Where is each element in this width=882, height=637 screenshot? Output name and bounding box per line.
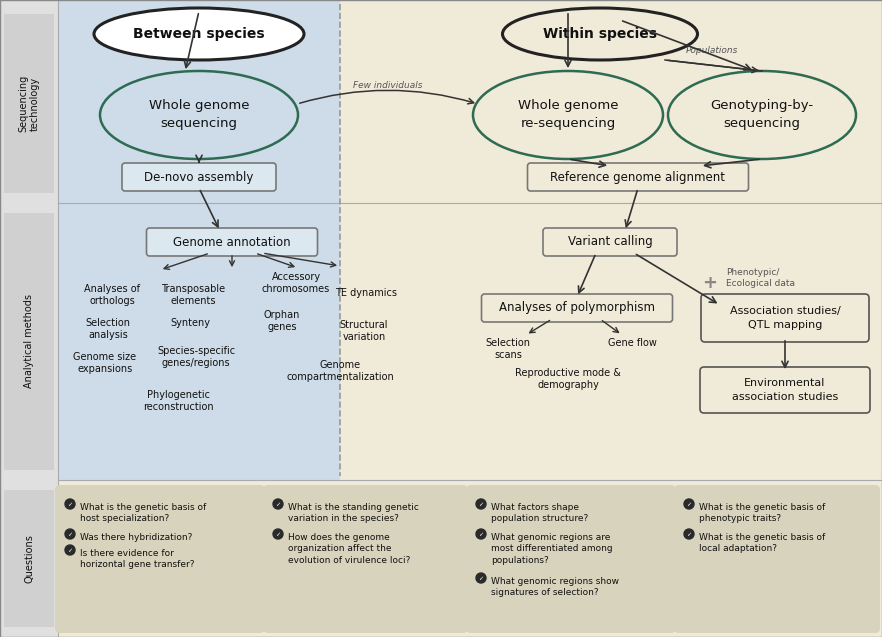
Text: Genome size
expansions: Genome size expansions [73,352,137,373]
Text: Was there hybridization?: Was there hybridization? [80,533,192,542]
Text: What is the standing genetic
variation in the species?: What is the standing genetic variation i… [288,503,419,524]
Ellipse shape [94,8,304,60]
Circle shape [65,499,75,509]
Text: Whole genome
sequencing: Whole genome sequencing [149,99,250,131]
Bar [4,14,54,193]
Circle shape [476,529,486,539]
FancyBboxPatch shape [122,163,276,191]
FancyBboxPatch shape [543,228,677,256]
FancyBboxPatch shape [700,367,870,413]
Text: Phylogenetic
reconstruction: Phylogenetic reconstruction [143,390,213,412]
Bar [58,0,340,480]
Text: How does the genome
organization affect the
evolution of virulence loci?: How does the genome organization affect … [288,533,410,565]
Bar [58,480,882,637]
Circle shape [65,545,75,555]
Text: Accessory
chromosomes: Accessory chromosomes [262,272,330,294]
Text: ✓: ✓ [686,502,691,507]
Text: Analyses of polymorphism: Analyses of polymorphism [499,301,655,315]
Bar [4,490,54,627]
Text: ✓: ✓ [686,532,691,537]
Text: ✓: ✓ [275,502,280,507]
Text: Phenotypic/
Ecological data: Phenotypic/ Ecological data [726,268,795,288]
FancyBboxPatch shape [701,294,869,342]
Bar [340,0,882,480]
Circle shape [65,529,75,539]
Circle shape [273,529,283,539]
Text: +: + [702,274,717,292]
Text: ✓: ✓ [275,532,280,537]
Text: TE dynamics: TE dynamics [335,288,397,298]
Text: Is there evidence for
horizontal gene transfer?: Is there evidence for horizontal gene tr… [80,549,195,569]
Text: Sequencing
technology: Sequencing technology [19,75,40,132]
Ellipse shape [100,71,298,159]
Text: Questions: Questions [24,534,34,583]
Text: Genome
compartmentalization: Genome compartmentalization [286,360,394,382]
Text: What genomic regions show
signatures of selection?: What genomic regions show signatures of … [491,577,619,598]
Text: Genome annotation: Genome annotation [173,236,291,248]
Bar [0,0,58,637]
FancyBboxPatch shape [527,163,749,191]
Text: Whole genome
re-sequencing: Whole genome re-sequencing [518,99,618,131]
Text: What genomic regions are
most differentiated among
populations?: What genomic regions are most differenti… [491,533,613,565]
Text: ✓: ✓ [478,502,483,507]
Text: De-novo assembly: De-novo assembly [145,171,254,183]
Text: What is the genetic basis of
local adaptation?: What is the genetic basis of local adapt… [699,533,826,554]
Text: Transposable
elements: Transposable elements [161,284,225,306]
FancyBboxPatch shape [55,485,265,633]
Circle shape [476,573,486,583]
Text: Species-specific
genes/regions: Species-specific genes/regions [157,346,235,368]
Circle shape [273,499,283,509]
FancyBboxPatch shape [466,485,676,633]
Bar [4,213,54,470]
Text: What is the genetic basis of
host specialization?: What is the genetic basis of host specia… [80,503,206,524]
Text: What factors shape
population structure?: What factors shape population structure? [491,503,588,524]
Text: Synteny: Synteny [170,318,210,328]
Text: ✓: ✓ [478,532,483,537]
Text: Association studies/
QTL mapping: Association studies/ QTL mapping [729,306,841,329]
Text: Orphan
genes: Orphan genes [264,310,300,332]
Text: Between species: Between species [133,27,265,41]
Text: ✓: ✓ [67,532,72,537]
Text: Within species: Within species [543,27,657,41]
Ellipse shape [668,71,856,159]
Text: Analyses of
orthologs: Analyses of orthologs [84,284,140,306]
Ellipse shape [473,71,663,159]
Text: Reproductive mode &
demography: Reproductive mode & demography [515,368,621,390]
FancyBboxPatch shape [674,485,880,633]
Circle shape [684,529,694,539]
Text: Few individuals: Few individuals [354,81,422,90]
Text: What is the genetic basis of
phenotypic traits?: What is the genetic basis of phenotypic … [699,503,826,524]
Text: Structural
variation: Structural variation [340,320,388,341]
Text: Analytical methods: Analytical methods [24,294,34,389]
Text: Selection
analysis: Selection analysis [86,318,131,340]
Text: ✓: ✓ [67,502,72,507]
Text: Selection
scans: Selection scans [485,338,530,360]
Text: Environmental
association studies: Environmental association studies [732,378,838,401]
Circle shape [476,499,486,509]
Text: Reference genome alignment: Reference genome alignment [550,171,726,183]
FancyBboxPatch shape [263,485,468,633]
Text: Populations: Populations [686,46,738,55]
Text: ✓: ✓ [478,576,483,581]
Text: Genotyping-by-
sequencing: Genotyping-by- sequencing [710,99,813,131]
Text: ✓: ✓ [67,548,72,553]
FancyBboxPatch shape [146,228,318,256]
Ellipse shape [503,8,698,60]
FancyBboxPatch shape [482,294,672,322]
Circle shape [684,499,694,509]
Text: Variant calling: Variant calling [568,236,653,248]
Text: Gene flow: Gene flow [608,338,656,348]
